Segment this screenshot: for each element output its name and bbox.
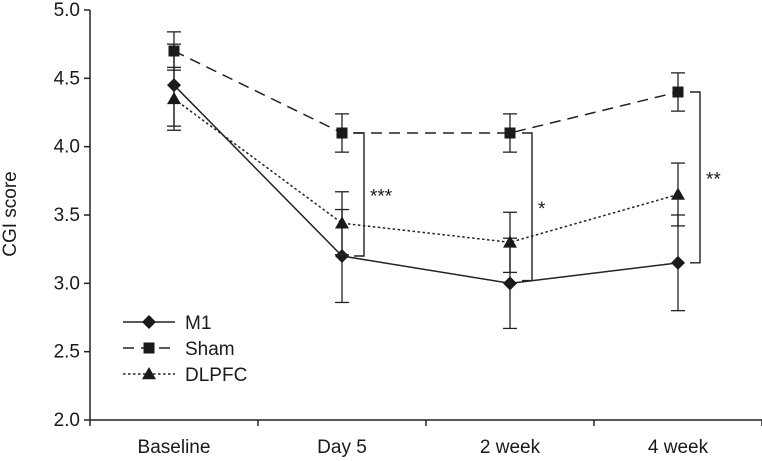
bracket-line: [354, 132, 365, 257]
y-tick-label: 3.0: [54, 273, 80, 294]
y-tick-label: 2.5: [54, 342, 80, 363]
legend-label: Sham: [185, 339, 235, 360]
legend-marker: [142, 315, 156, 329]
significance-bracket: ***: [354, 132, 393, 257]
significance-label: ***: [370, 187, 393, 208]
legend-label: M1: [185, 313, 211, 334]
legend-item-dlpfc: DLPFC: [123, 365, 247, 386]
x-tick-label: Day 5: [317, 437, 367, 458]
significance-bracket: **: [690, 91, 721, 264]
data-point-dlpfc: [503, 235, 517, 248]
legend: M1 Sham DLPFC: [123, 313, 247, 386]
legend-item-m1: M1: [123, 313, 211, 334]
x-tick-label: Baseline: [138, 437, 211, 458]
series-line-dlpfc: [173, 98, 679, 244]
y-axis-title: CGI score: [0, 171, 21, 257]
data-point-dlpfc: [671, 187, 685, 200]
data-point-m1: [671, 255, 685, 270]
significance-label: *: [538, 199, 546, 220]
y-tick-label: 4.0: [54, 137, 80, 158]
x-tick-label: 2 week: [480, 437, 541, 458]
x-tick-label: 4 week: [648, 437, 709, 458]
bracket-line: [522, 132, 533, 282]
series-line-m1: [173, 84, 679, 285]
axes: 2.0 2.5 3.0 3.5 4.0 4.5 5.0 Baseline Day 5 2 week…: [54, 0, 762, 458]
plot-area: ******: [167, 31, 721, 330]
legend-label: DLPFC: [185, 365, 247, 386]
y-tick-label: 2.0: [54, 410, 80, 431]
y-tick-label: 3.5: [54, 205, 80, 226]
significance-label: **: [706, 169, 721, 190]
y-tick-label: 5.0: [54, 0, 80, 21]
data-point-m1: [503, 276, 517, 291]
bracket-line: [690, 91, 701, 264]
legend-marker: [142, 367, 156, 380]
series-m1: [167, 43, 685, 330]
series-dlpfc: [167, 66, 685, 274]
series-sham: [167, 31, 685, 153]
data-point-sham: [504, 127, 516, 139]
legend-marker: [143, 342, 155, 354]
y-tick-label: 4.5: [54, 68, 80, 89]
legend-item-sham: Sham: [123, 339, 235, 360]
data-point-sham: [672, 86, 684, 98]
series-line-sham: [173, 50, 679, 134]
significance-bracket: *: [522, 132, 546, 282]
data-point-dlpfc: [167, 91, 181, 105]
data-point-dlpfc: [335, 216, 349, 229]
data-point-sham: [168, 45, 180, 57]
data-point-m1: [335, 249, 349, 263]
data-point-sham: [336, 127, 348, 139]
